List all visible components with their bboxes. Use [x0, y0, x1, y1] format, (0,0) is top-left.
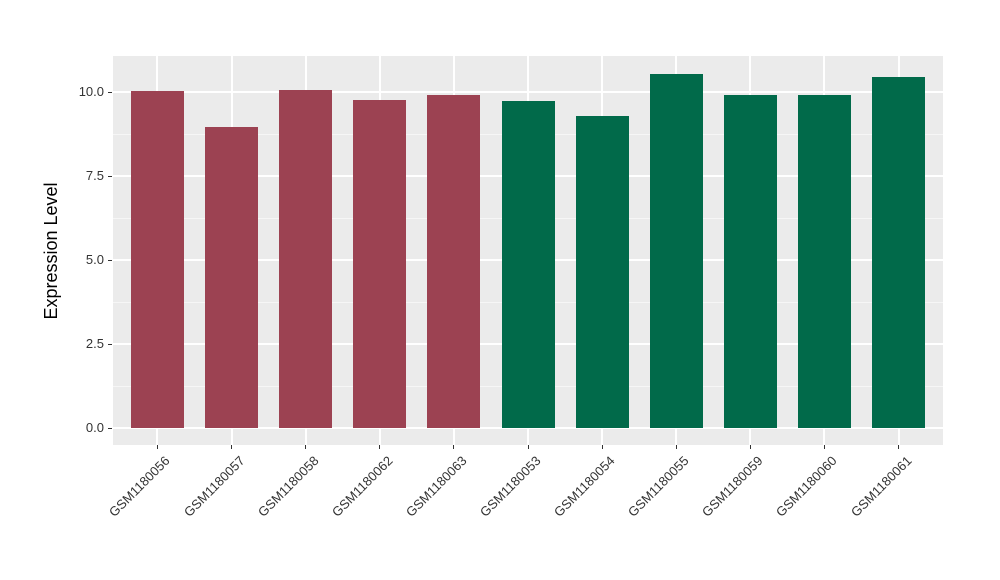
y-tick-label: 10.0: [78, 84, 104, 100]
x-tick-mark: [231, 445, 233, 449]
y-tick-mark: [108, 427, 112, 429]
x-tick-mark: [453, 445, 455, 449]
bar: [130, 90, 184, 428]
bar: [205, 126, 259, 428]
bar: [353, 99, 407, 428]
plot-panel: [113, 56, 943, 445]
bar: [723, 95, 777, 428]
bar: [649, 74, 703, 428]
y-axis-title: Expression Level: [41, 182, 61, 320]
x-tick-mark: [305, 445, 307, 449]
y-tick-label: 7.5: [85, 168, 104, 184]
y-tick-mark: [108, 259, 112, 261]
x-tick-mark: [823, 445, 825, 449]
y-tick-label: 5.0: [85, 252, 104, 268]
x-tick-mark: [898, 445, 900, 449]
bar: [501, 101, 555, 428]
bar: [797, 95, 851, 428]
bar: [872, 76, 926, 428]
x-tick-mark: [156, 445, 158, 449]
y-tick-label: 2.5: [85, 336, 104, 352]
y-tick-label: 0.0: [85, 420, 104, 435]
x-tick-mark: [675, 445, 677, 449]
x-tick-mark: [527, 445, 529, 449]
bar: [427, 94, 481, 428]
bar: [279, 89, 333, 428]
bar: [575, 115, 629, 428]
y-tick-mark: [108, 343, 112, 345]
y-tick-mark: [108, 175, 112, 177]
x-tick-mark: [749, 445, 751, 449]
y-tick-mark: [108, 91, 112, 93]
x-tick-mark: [601, 445, 603, 449]
x-tick-mark: [379, 445, 381, 449]
